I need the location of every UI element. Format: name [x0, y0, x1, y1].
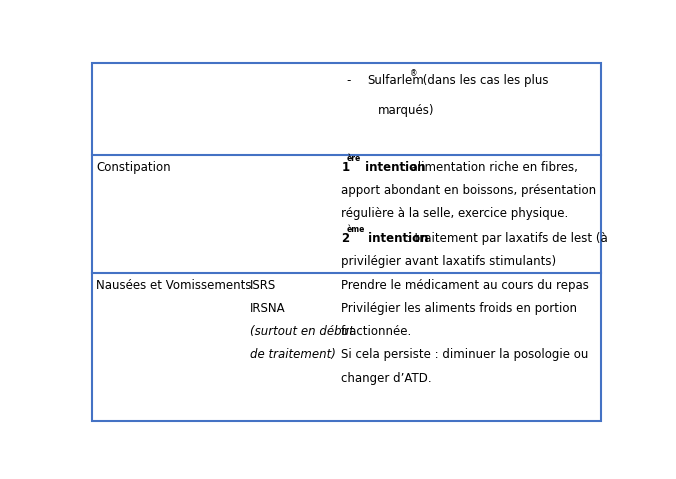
Text: apport abondant en boissons, présentation: apport abondant en boissons, présentatio…: [341, 184, 596, 197]
Text: Si cela persiste : diminuer la posologie ou: Si cela persiste : diminuer la posologie…: [341, 349, 589, 362]
Text: privilégier avant laxatifs stimulants): privilégier avant laxatifs stimulants): [341, 255, 556, 268]
Text: (surtout en début: (surtout en début: [249, 325, 354, 338]
Text: -: -: [346, 74, 351, 87]
Text: intention: intention: [364, 231, 429, 245]
Text: : traitement par laxatifs de lest (à: : traitement par laxatifs de lest (à: [402, 231, 607, 245]
Text: régulière à la selle, exercice physique.: régulière à la selle, exercice physique.: [341, 207, 569, 220]
Text: : alimentation riche en fibres,: : alimentation riche en fibres,: [400, 161, 578, 174]
Text: ème: ème: [347, 225, 365, 234]
Text: intention: intention: [361, 161, 426, 174]
Text: fractionnée.: fractionnée.: [341, 325, 412, 338]
Text: marqués): marqués): [378, 103, 435, 116]
Text: (dans les cas les plus: (dans les cas les plus: [418, 74, 548, 87]
Text: changer d’ATD.: changer d’ATD.: [341, 372, 432, 385]
Text: de traitement): de traitement): [249, 349, 335, 362]
Text: 2: 2: [341, 231, 349, 245]
Text: ®: ®: [410, 69, 418, 78]
Text: Prendre le médicament au cours du repas: Prendre le médicament au cours du repas: [341, 279, 589, 292]
Text: ère: ère: [347, 154, 361, 163]
Text: IRSNA: IRSNA: [249, 302, 285, 315]
Text: Sulfarlem: Sulfarlem: [368, 74, 424, 87]
Text: ISRS: ISRS: [249, 279, 276, 292]
Text: Constipation: Constipation: [96, 161, 170, 174]
Text: 1: 1: [341, 161, 349, 174]
Text: Privilégier les aliments froids en portion: Privilégier les aliments froids en porti…: [341, 302, 577, 315]
Text: Nausées et Vomissements: Nausées et Vomissements: [96, 279, 251, 292]
